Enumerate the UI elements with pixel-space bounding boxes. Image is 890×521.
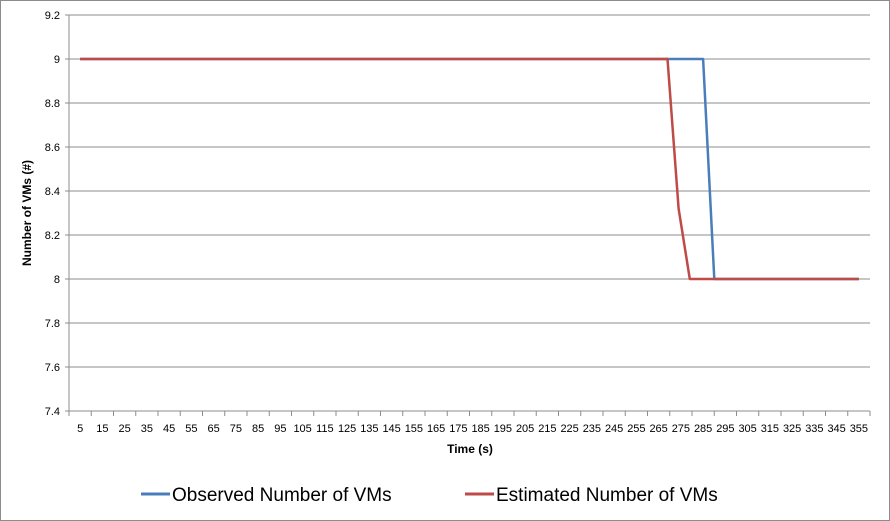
- series-line-observed: [80, 57, 859, 281]
- y-tick-label: 7.8: [45, 318, 60, 330]
- x-tick-label: 355: [850, 423, 868, 435]
- x-tick-label: 85: [252, 423, 264, 435]
- x-tick-label: 155: [405, 423, 423, 435]
- y-tick-label: 8.6: [45, 142, 60, 154]
- x-tick-label: 345: [827, 423, 845, 435]
- x-tick-label: 105: [293, 423, 311, 435]
- x-tick-label: 45: [163, 423, 175, 435]
- x-tick-label: 135: [360, 423, 378, 435]
- legend-label-observed: Observed Number of VMs: [172, 485, 392, 506]
- y-tick-label: 8: [54, 274, 60, 286]
- x-tick-label: 255: [627, 423, 645, 435]
- x-tick-label: 205: [516, 423, 534, 435]
- x-tick-label: 285: [694, 423, 712, 435]
- y-axis-title: Number of VMs (#): [20, 160, 34, 266]
- x-tick-label: 35: [141, 423, 153, 435]
- axes: [65, 14, 871, 416]
- x-tick-label: 95: [274, 423, 286, 435]
- x-tick-label: 295: [716, 423, 734, 435]
- x-tick-label: 325: [783, 423, 801, 435]
- x-tick-label: 235: [583, 423, 601, 435]
- x-tick-labels: 5 15 25 35 45 55 65 75 85 95 105 115 125 135 145 155 165…: [77, 423, 868, 435]
- x-tick-label: 15: [96, 423, 108, 435]
- x-tick-label: 145: [382, 423, 400, 435]
- y-tick-label: 7.4: [45, 406, 60, 418]
- y-tick-label: 7.6: [45, 362, 60, 374]
- y-tick-label: 9: [54, 54, 60, 66]
- x-tick-label: 75: [230, 423, 242, 435]
- x-tick-label: 55: [185, 423, 197, 435]
- x-tick-label: 165: [427, 423, 445, 435]
- y-tick-label: 9.2: [45, 10, 60, 22]
- x-tick-label: 65: [208, 423, 220, 435]
- x-tick-label: 215: [538, 423, 556, 435]
- gridlines: [69, 14, 870, 368]
- y-tick-label: 8.2: [45, 230, 60, 242]
- series-line-estimated: [80, 57, 859, 281]
- x-tick-label: 265: [649, 423, 667, 435]
- x-tick-label: 225: [560, 423, 578, 435]
- legend: Observed Number of VMs Estimated Number …: [141, 485, 718, 506]
- x-tick-label: 185: [471, 423, 489, 435]
- x-tick-label: 175: [449, 423, 467, 435]
- x-tick-label: 115: [316, 423, 334, 435]
- x-tick-label: 275: [672, 423, 690, 435]
- y-tick-label: 8.4: [45, 186, 60, 198]
- x-tick-label: 245: [605, 423, 623, 435]
- x-tick-label: 335: [805, 423, 823, 435]
- x-tick-label: 195: [494, 423, 512, 435]
- y-tick-labels: 7.4 7.6 7.8 8 8.2 8.4 8.6 8.8 9 9.2: [45, 10, 60, 418]
- y-tick-label: 8.8: [45, 98, 60, 110]
- x-axis-title: Time (s): [447, 442, 493, 456]
- series-lines: [80, 57, 859, 281]
- x-tick-label: 315: [761, 423, 779, 435]
- x-tick-label: 305: [738, 423, 756, 435]
- x-tick-label: 25: [119, 423, 131, 435]
- x-tick-label: 125: [338, 423, 356, 435]
- legend-label-estimated: Estimated Number of VMs: [496, 485, 718, 506]
- x-tick-label: 5: [77, 423, 83, 435]
